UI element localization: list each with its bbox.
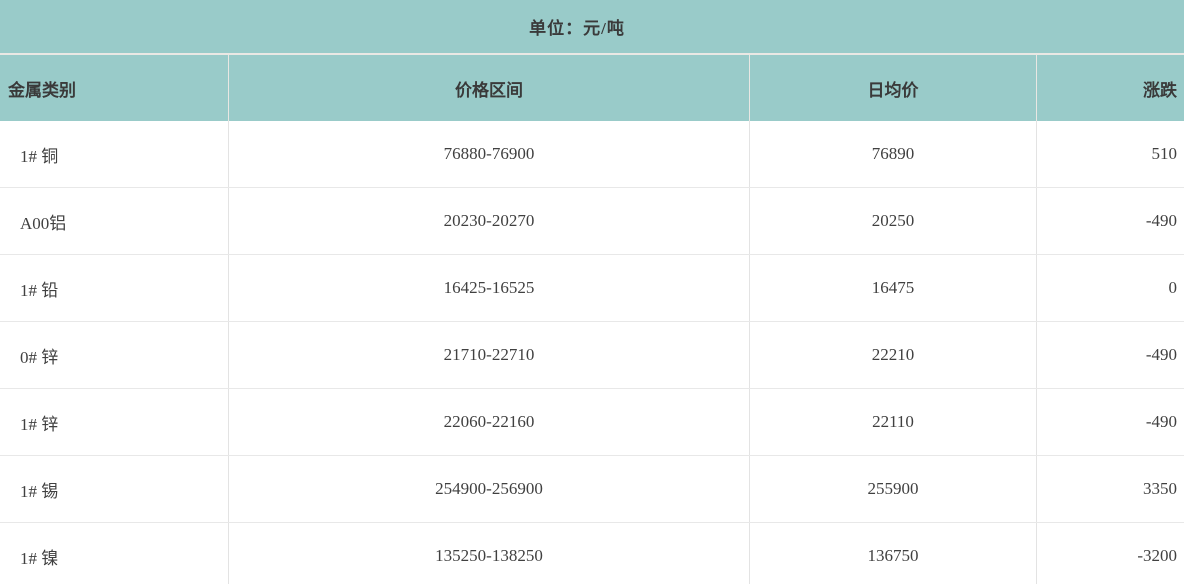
column-header-metal-category: 金属类别 <box>8 80 76 100</box>
cell-change: -3200 <box>1036 523 1184 584</box>
cell-metal-category: A00铝 <box>20 213 67 233</box>
column-header-price-range: 价格区间 <box>228 55 749 121</box>
cell-change: 0 <box>1036 255 1184 321</box>
unit-label: 单位：元/吨 <box>529 19 625 38</box>
cell-metal-category: 0# 锌 <box>20 347 59 367</box>
cell-daily-average: 136750 <box>749 523 1036 584</box>
cell-daily-average: 22110 <box>749 389 1036 455</box>
cell-daily-average: 20250 <box>749 188 1036 254</box>
table-row-aluminum: A00铝 20230-20270 20250 -490 <box>0 188 1184 255</box>
cell-metal-category: 1# 锌 <box>20 414 59 434</box>
cell-price-range: 76880-76900 <box>228 121 749 187</box>
cell-daily-average: 16475 <box>749 255 1036 321</box>
cell-metal-category: 1# 镍 <box>20 548 59 568</box>
cell-price-range: 20230-20270 <box>228 188 749 254</box>
cell-daily-average: 255900 <box>749 456 1036 522</box>
table-row-tin: 1# 锡 254900-256900 255900 3350 <box>0 456 1184 523</box>
cell-change: 3350 <box>1036 456 1184 522</box>
table-row-zinc-0: 0# 锌 21710-22710 22210 -490 <box>0 322 1184 389</box>
cell-price-range: 135250-138250 <box>228 523 749 584</box>
cell-change: -490 <box>1036 188 1184 254</box>
unit-bar: 单位：元/吨 <box>0 0 1184 55</box>
table-row-zinc-1: 1# 锌 22060-22160 22110 -490 <box>0 389 1184 456</box>
cell-daily-average: 76890 <box>749 121 1036 187</box>
cell-daily-average: 22210 <box>749 322 1036 388</box>
cell-change: -490 <box>1036 322 1184 388</box>
cell-metal-category: 1# 铜 <box>20 146 59 166</box>
cell-price-range: 16425-16525 <box>228 255 749 321</box>
table-row-nickel: 1# 镍 135250-138250 136750 -3200 <box>0 523 1184 584</box>
cell-change: 510 <box>1036 121 1184 187</box>
column-header-daily-average: 日均价 <box>749 55 1036 121</box>
table-header-row: 金属类别 价格区间 日均价 涨跌 <box>0 55 1184 121</box>
cell-change: -490 <box>1036 389 1184 455</box>
cell-price-range: 21710-22710 <box>228 322 749 388</box>
column-header-change: 涨跌 <box>1036 55 1184 121</box>
table-row-lead: 1# 铅 16425-16525 16475 0 <box>0 255 1184 322</box>
cell-metal-category: 1# 锡 <box>20 481 59 501</box>
table-row-copper: 1# 铜 76880-76900 76890 510 <box>0 121 1184 188</box>
cell-price-range: 254900-256900 <box>228 456 749 522</box>
cell-price-range: 22060-22160 <box>228 389 749 455</box>
cell-metal-category: 1# 铅 <box>20 280 59 300</box>
